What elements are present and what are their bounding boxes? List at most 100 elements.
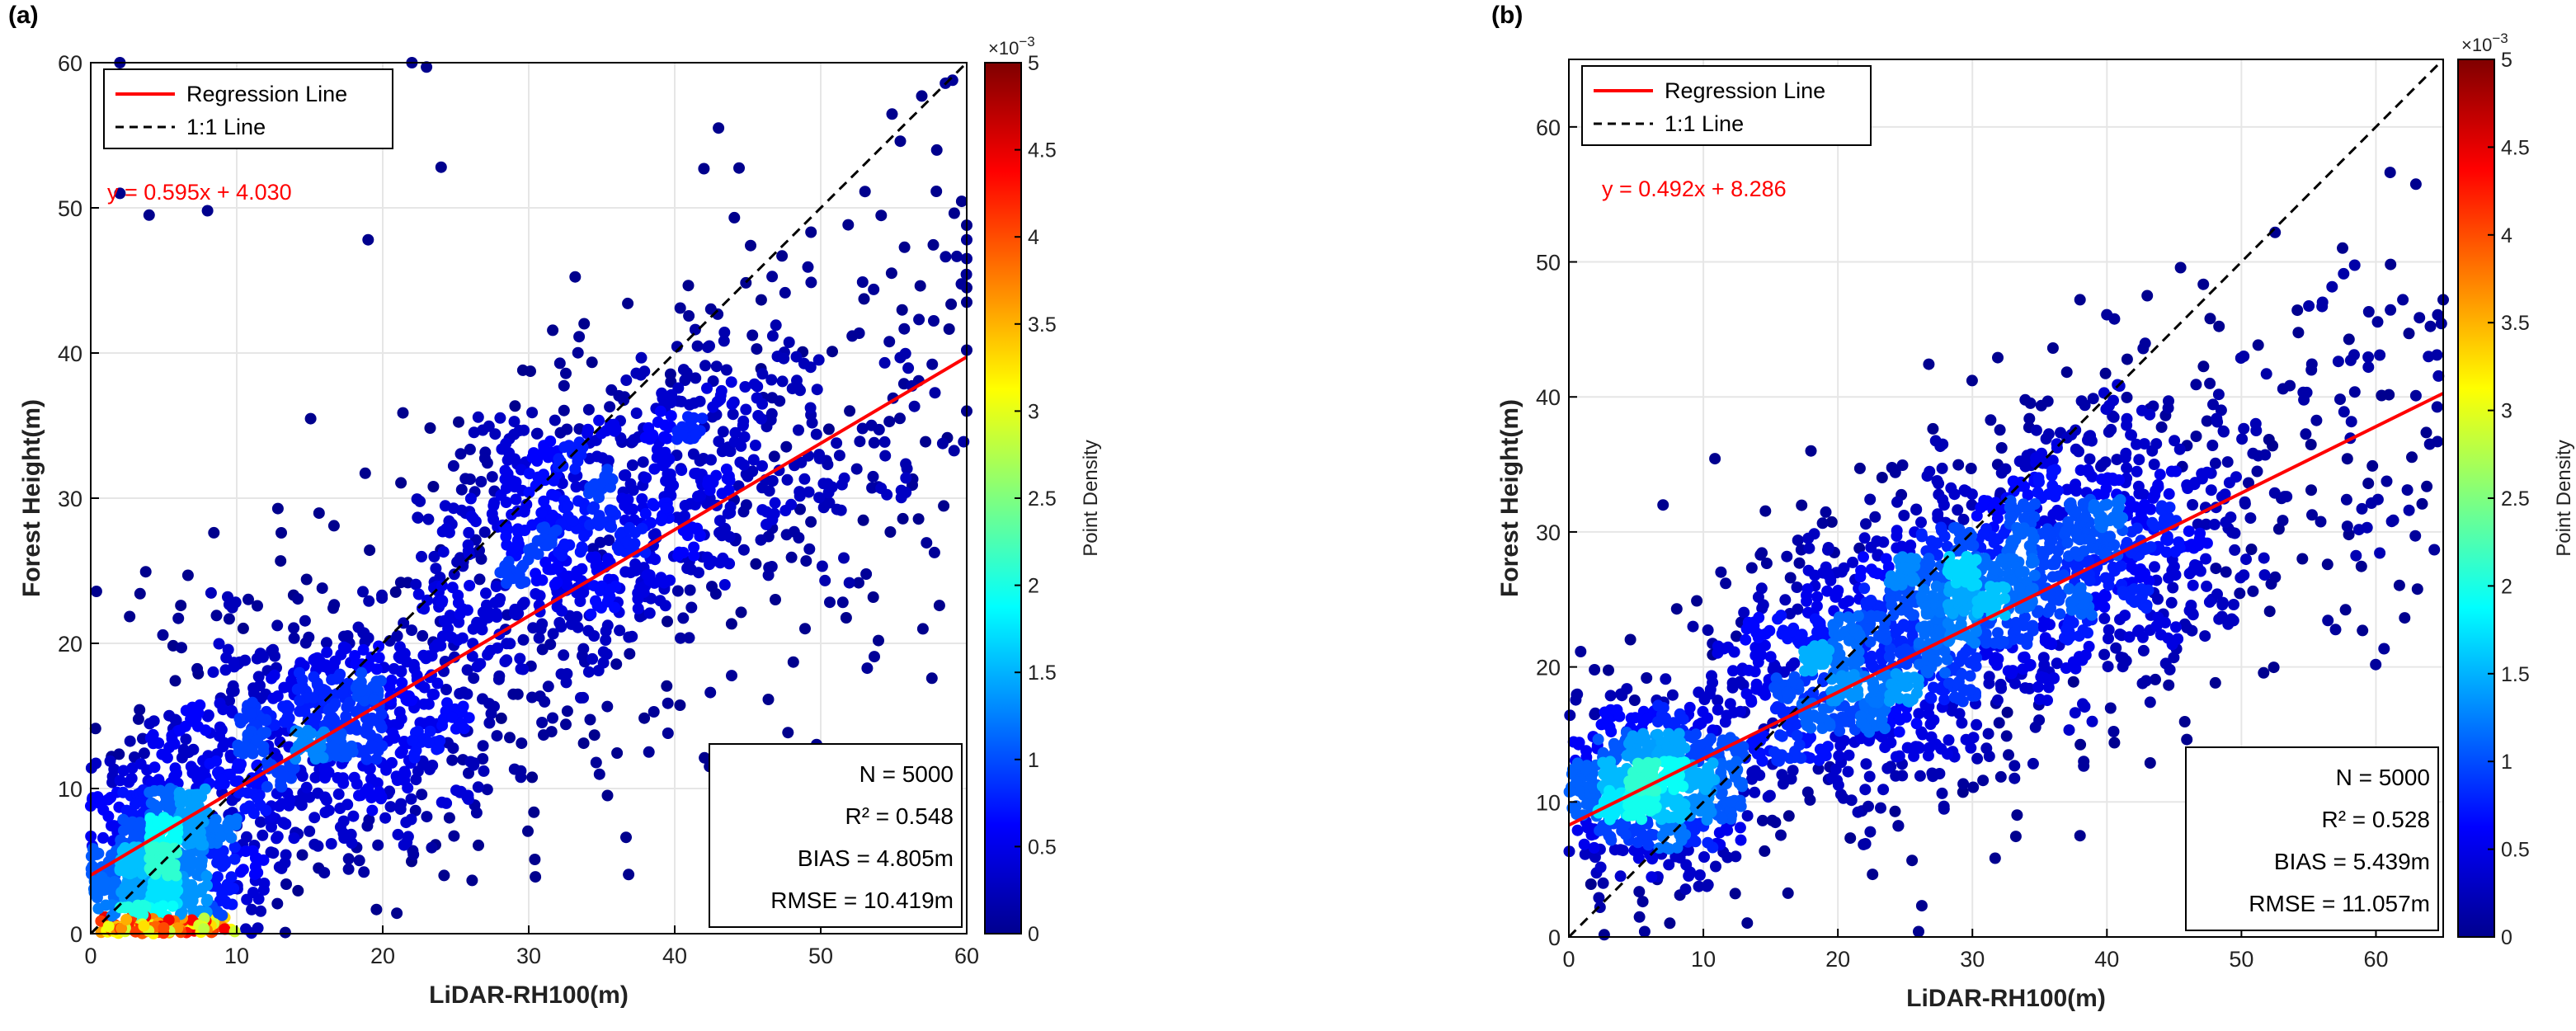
scatter-point <box>800 555 812 567</box>
scatter-point <box>223 613 235 625</box>
scatter-point <box>320 794 332 807</box>
scatter-point <box>526 407 539 419</box>
scatter-point <box>1894 647 1906 659</box>
scatter-point <box>186 817 198 829</box>
scatter-point <box>2051 553 2063 566</box>
scatter-point <box>180 733 192 746</box>
scatter-point <box>370 663 383 676</box>
scatter-point <box>2029 498 2041 510</box>
scatter-point <box>1838 597 1850 610</box>
scatter-point <box>688 397 700 409</box>
scatter-point <box>2370 658 2382 671</box>
scatter-point <box>1977 774 1990 787</box>
scatter-point <box>323 804 335 817</box>
scatter-point <box>1863 770 1876 783</box>
scatter-point <box>1978 495 1990 506</box>
scatter-point <box>292 593 304 605</box>
scatter-point <box>487 513 500 525</box>
scatter-point <box>299 614 311 627</box>
scatter-point <box>292 884 304 897</box>
scatter-point <box>356 685 368 697</box>
scatter-point <box>214 697 226 709</box>
scatter-point <box>591 450 603 463</box>
scatter-point <box>1801 589 1812 601</box>
scatter-point <box>475 476 487 487</box>
scatter-point <box>1915 516 1927 529</box>
scatter-point <box>2051 657 2063 670</box>
scatter-point <box>288 632 300 644</box>
scatter-point <box>1937 438 1949 450</box>
scatter-point <box>1738 606 1750 619</box>
scatter-point <box>138 747 150 760</box>
scatter-point <box>296 849 308 861</box>
scatter-point <box>2432 308 2444 321</box>
scatter-point <box>2340 493 2352 506</box>
scatter-point <box>688 412 700 424</box>
scatter-point <box>630 407 643 419</box>
scatter-point <box>588 630 600 642</box>
scatter-point <box>2374 547 2386 559</box>
scatter-point <box>1756 814 1768 826</box>
scatter-point <box>139 566 152 578</box>
scatter-point <box>426 650 438 662</box>
scatter-point <box>1906 575 1919 587</box>
scatter-point <box>2046 571 2059 583</box>
scatter-point <box>1764 624 1776 637</box>
colorbar-tick-label: 2.5 <box>1028 487 1057 511</box>
scatter-point <box>2149 561 2160 573</box>
scatter-point <box>1825 516 1838 528</box>
scatter-point <box>681 563 694 574</box>
scatter-point <box>1908 609 1919 621</box>
scatter-point <box>643 574 656 586</box>
scatter-point <box>778 352 790 365</box>
scatter-point <box>1784 572 1797 584</box>
scatter-point <box>2040 433 2052 445</box>
scatter-point <box>713 122 725 134</box>
colorbar-tick-label: 0.5 <box>1028 836 1057 859</box>
scatter-point <box>1782 810 1795 822</box>
scatter-point <box>1713 826 1726 839</box>
scatter-point <box>1897 619 1910 631</box>
scatter-point <box>2187 609 2199 621</box>
scatter-point <box>765 412 776 424</box>
scatter-point <box>2305 484 2317 497</box>
scatter-point <box>464 473 476 485</box>
scatter-point <box>114 187 126 200</box>
scatter-point <box>1915 591 1928 603</box>
scatter-point <box>1913 925 1924 938</box>
scatter-point <box>1931 475 1943 487</box>
scatter-point <box>869 651 880 663</box>
scatter-point <box>639 507 652 520</box>
scatter-point <box>2251 465 2263 478</box>
scatter-point <box>405 813 417 826</box>
scatter-point <box>813 452 826 464</box>
scatter-point <box>1741 917 1754 930</box>
scatter-point <box>473 839 484 851</box>
scatter-point <box>275 770 288 782</box>
scatter-point <box>1633 886 1646 898</box>
scatter-point <box>2183 525 2195 538</box>
scatter-point <box>2200 518 2212 530</box>
scatter-point <box>242 728 254 741</box>
scatter-point <box>477 740 489 752</box>
scatter-point <box>675 632 686 644</box>
scatter-point <box>342 863 355 875</box>
scatter-point <box>2201 537 2213 549</box>
colorbar-label-a: Point Density <box>1080 440 1102 556</box>
scatter-point <box>477 424 489 436</box>
scatter-point <box>2140 602 2153 614</box>
scatter-point <box>1646 871 1658 883</box>
scatter-point <box>440 523 452 535</box>
scatter-point <box>2121 462 2133 474</box>
scatter-point <box>461 664 473 676</box>
scatter-point <box>762 694 775 705</box>
scatter-point <box>464 443 476 455</box>
scatter-point <box>1860 518 1872 530</box>
scatter-point <box>339 745 351 757</box>
scatter-point <box>2211 416 2224 428</box>
scatter-point <box>867 470 879 483</box>
scatter-point <box>2220 516 2232 529</box>
scatter-point <box>1725 796 1737 808</box>
scatter-point <box>182 746 195 759</box>
